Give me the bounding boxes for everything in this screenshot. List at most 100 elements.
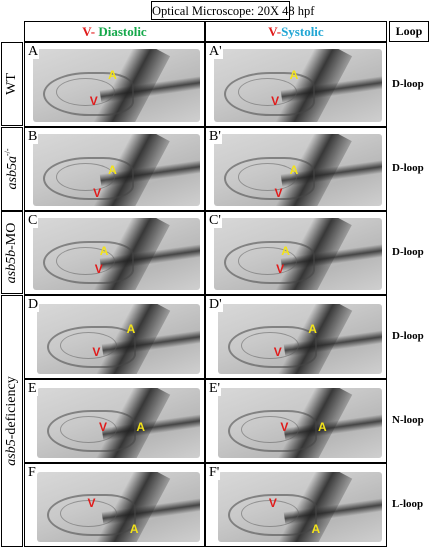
row-label-asb5-deficiency: asb5-deficiency [1,295,23,547]
tissue-shape [46,494,136,537]
panel-letter: A [27,44,40,59]
panel-right-4: A V D' [205,295,387,379]
panel-right-2: A V B' [205,127,387,211]
atrium-marker: A [108,162,117,177]
atrium-marker: A [289,67,299,82]
ventricle-marker: V [98,419,107,434]
tissue-shape [227,494,318,537]
panel-letter: C [27,213,39,228]
ventricle-marker: V [94,261,103,276]
tissue-shape [224,72,316,116]
tissue-shape [237,162,297,191]
tissue-shape [240,416,299,444]
tissue-shape [43,157,134,200]
panel-letter: B' [208,129,222,144]
tissue-shape [43,72,134,116]
row-label-wt: WT [1,42,23,126]
tissue-shape [43,241,134,284]
row-label-asb5a: asb5a-/- [1,127,23,211]
loop-type-label: N-loop [392,414,424,426]
diastolic-label: Diastolic [98,24,147,39]
atrium-marker: A [308,322,317,337]
systolic-column-header: V-Systolic [205,21,387,42]
loop-type-label: D-loop [392,330,424,342]
atrium-marker: A [99,243,109,258]
tissue-shape [59,500,118,528]
tissue-shape [56,78,116,107]
atrium-marker: A [289,162,299,177]
systolic-label: Systolic [281,24,324,39]
panel-letter: D' [208,297,223,312]
atrium-marker: A [136,419,146,434]
tissue-shape [59,416,118,444]
tissue-shape [224,241,316,284]
ventricle-marker: V [92,344,101,359]
ventricle-marker: V [280,419,289,434]
ventricle-marker: V [273,344,282,359]
panel-letter: C' [208,213,222,228]
loop-type-label: D-loop [392,77,424,90]
tissue-shape [240,332,299,360]
loop-type-label: D-loop [392,162,424,174]
tissue-shape [46,410,136,453]
ventricle-letter: V [82,24,91,39]
row-label-asb5b-mo: asb5b-MO [1,211,23,294]
diastolic-column-header: V- Diastolic [24,21,205,42]
tissue-shape [56,162,116,191]
tissue-shape [56,246,116,275]
panel-right-1: A V A' [205,42,387,127]
loop-column-header: Loop [389,21,429,42]
panel-letter: E [27,381,38,396]
tissue-shape [237,246,297,275]
panel-letter: D [27,297,40,312]
tissue-shape [227,410,318,453]
figure-title: Optical Microscope: 20X 48 hpf [151,1,314,20]
panel-letter: F' [208,465,221,480]
tissue-shape [240,500,299,528]
atrium-marker: A [318,419,327,434]
panel-letter: A' [208,44,223,59]
ventricle-marker: V [87,495,96,510]
panel-right-5: A V E' [205,379,387,463]
ventricle-marker: V [268,495,277,510]
ventricle-marker: V [271,94,280,109]
ventricle-marker: V [276,261,285,276]
atrium-marker: A [108,67,117,82]
ventricle-marker: V [89,94,98,109]
tissue-shape [46,326,136,369]
loop-type-label: D-loop [392,246,424,258]
tissue-shape [237,78,297,107]
panel-letter: F [27,465,37,480]
atrium-marker: A [311,522,321,537]
tissue-shape [224,157,316,200]
ventricle-marker: V [93,185,102,200]
loop-type-label: L-loop [392,498,424,510]
panel-right-6: A V F' [205,463,387,547]
ventricle-letter: V [268,24,277,39]
atrium-marker: A [129,522,139,537]
panel-letter: E' [208,381,222,396]
atrium-marker: A [281,243,290,258]
tissue-shape [59,332,118,360]
ventricle-marker: V [274,185,283,200]
panel-right-3: A V C' [205,211,387,295]
panel-letter: B [27,129,39,144]
